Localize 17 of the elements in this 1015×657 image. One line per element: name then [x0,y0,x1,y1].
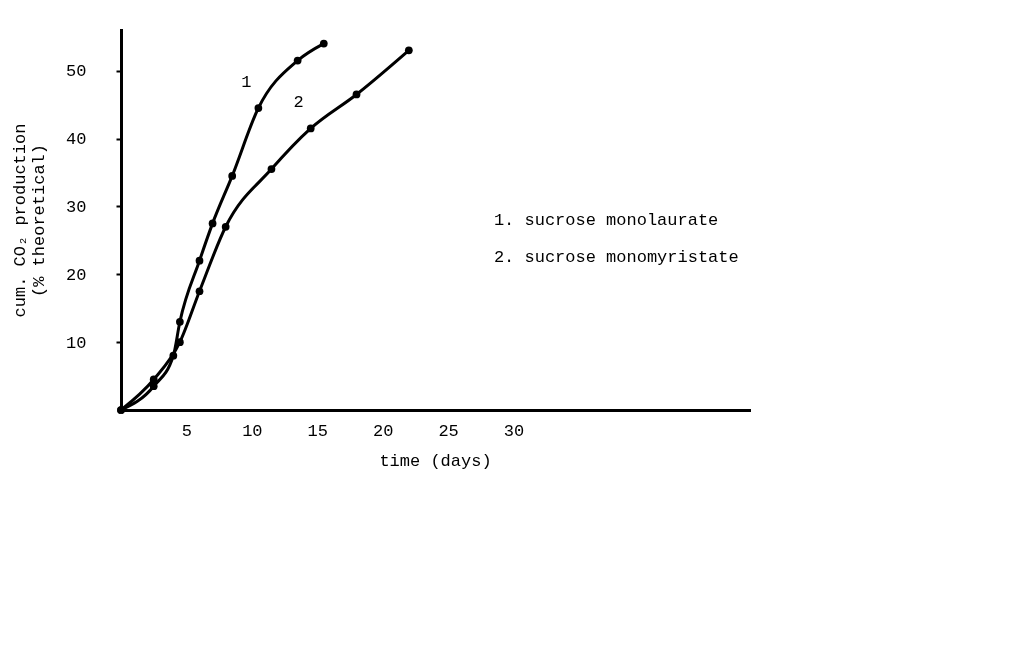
x-tick-label: 30 [503,421,525,441]
series-label: 2 [293,93,304,113]
x-tick-label: 25 [438,421,459,441]
x-tick-label: 20 [372,421,394,441]
x-tick-label: 5 [181,421,193,441]
y-tick-label: 20 [66,265,87,285]
y-tick-label: 50 [66,62,87,82]
y-tick-label: 40 [66,130,87,150]
series-label: 1 [241,73,252,93]
x-axis-title: time (days) [379,451,492,471]
y-axis-title: cum. CO₂ production (% theoretical) [11,123,50,318]
y-tick-label: 30 [66,197,87,217]
x-tick-label: 10 [242,421,263,441]
x-tick-label: 15 [307,421,328,441]
annotation: 1. sucrose monolaurate [493,211,719,230]
y-tick-label: 10 [66,333,87,353]
annotation: 2. sucrose monomyristate [493,248,739,267]
